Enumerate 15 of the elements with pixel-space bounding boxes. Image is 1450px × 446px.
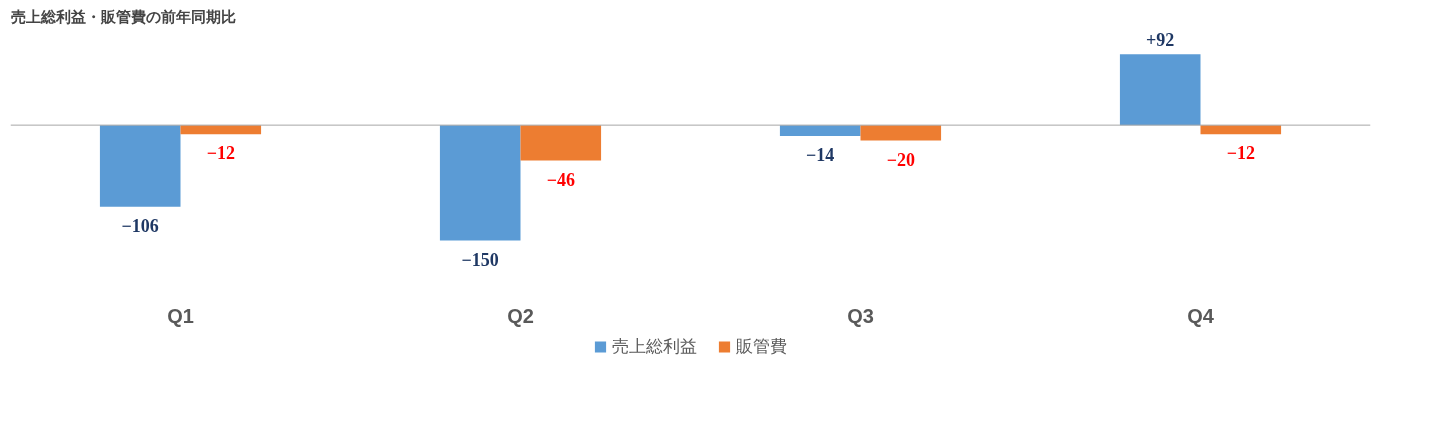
data-label: −106 [121,215,159,236]
data-label: +92 [1146,30,1175,51]
data-label: −150 [461,249,499,270]
data-label: −20 [886,149,915,170]
x-tick-label: Q1 [167,304,194,327]
x-tick-label: Q2 [507,304,534,327]
x-tick-label: Q4 [1187,304,1215,327]
legend-label: 販管費 [736,335,787,358]
data-label: −12 [1226,143,1255,164]
data-label: −14 [806,144,835,165]
data-label: −12 [206,143,235,164]
data-label: −46 [546,169,575,190]
chart-title: 売上総利益・販管費の前年同期比 [10,7,236,25]
x-tick-label: Q3 [847,304,874,327]
legend-label: 売上総利益 [612,335,697,358]
